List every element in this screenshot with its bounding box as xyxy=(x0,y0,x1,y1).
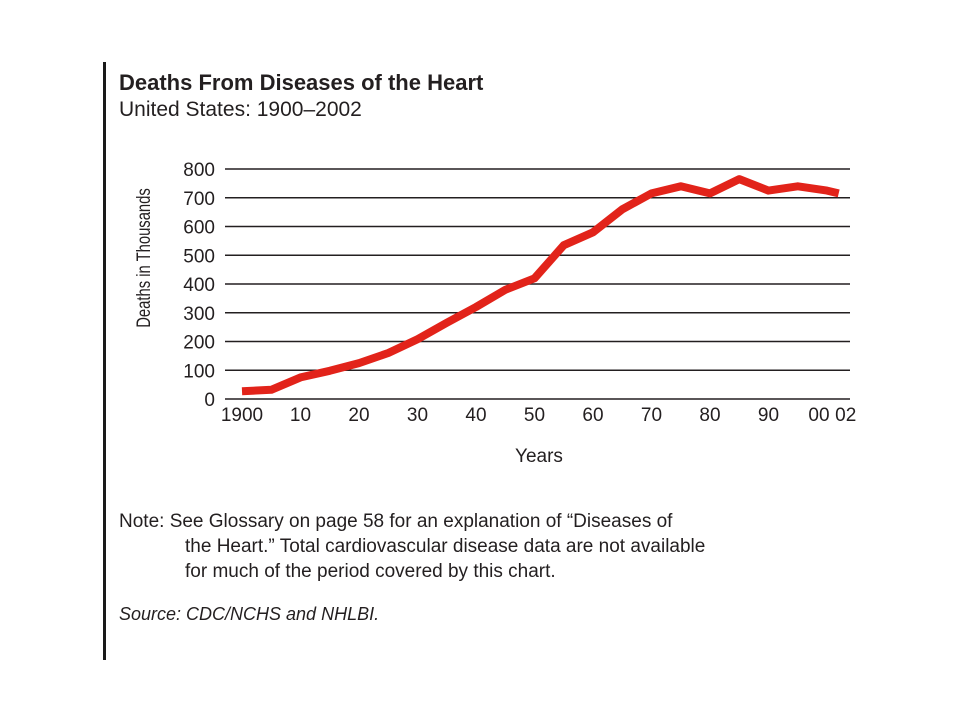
y-tick-labels: 0 100 200 300 400 500 600 700 800 xyxy=(183,160,215,411)
chart-title: Deaths From Diseases of the Heart xyxy=(119,70,484,95)
y-tick-label: 300 xyxy=(183,304,215,325)
x-axis-label: Years xyxy=(515,446,563,467)
x-tick-label: 02 xyxy=(835,405,856,426)
x-tick-label: 00 xyxy=(808,405,829,426)
x-tick-label: 10 xyxy=(290,405,311,426)
y-tick-label: 700 xyxy=(183,189,215,210)
y-tick-label: 100 xyxy=(183,361,215,382)
x-tick-label: 50 xyxy=(524,405,545,426)
note-block: Note: See Glossary on page 58 for an exp… xyxy=(119,509,705,584)
x-tick-label: 40 xyxy=(465,405,486,426)
x-tick-label: 1900 xyxy=(221,405,263,426)
y-tick-label: 200 xyxy=(183,333,215,354)
gridlines xyxy=(225,168,850,400)
x-tick-label: 30 xyxy=(407,405,428,426)
series-group xyxy=(241,175,840,396)
chart-subtitle: United States: 1900–2002 xyxy=(119,98,362,121)
y-tick-label: 600 xyxy=(183,218,215,239)
x-tick-labels: 1900 10 20 30 40 50 60 70 80 90 00 02 xyxy=(221,405,856,426)
y-tick-label: 500 xyxy=(183,246,215,267)
note-line: the Heart.” Total cardiovascular disease… xyxy=(185,536,706,557)
note-line: for much of the period covered by this c… xyxy=(185,561,556,582)
y-tick-label: 400 xyxy=(183,275,215,296)
data-line xyxy=(241,175,840,396)
y-tick-label: 0 xyxy=(204,390,215,411)
y-axis-label: Deaths in Thousands xyxy=(133,188,154,328)
left-divider-bar xyxy=(103,62,106,660)
x-tick-label: 90 xyxy=(758,405,779,426)
x-tick-label: 70 xyxy=(641,405,662,426)
x-tick-label: 20 xyxy=(348,405,369,426)
x-tick-label: 60 xyxy=(582,405,603,426)
note-line: Note: See Glossary on page 58 for an exp… xyxy=(119,511,673,532)
source-text: Source: CDC/NCHS and NHLBI. xyxy=(119,604,380,624)
y-tick-label: 800 xyxy=(183,160,215,181)
x-tick-label: 80 xyxy=(699,405,720,426)
